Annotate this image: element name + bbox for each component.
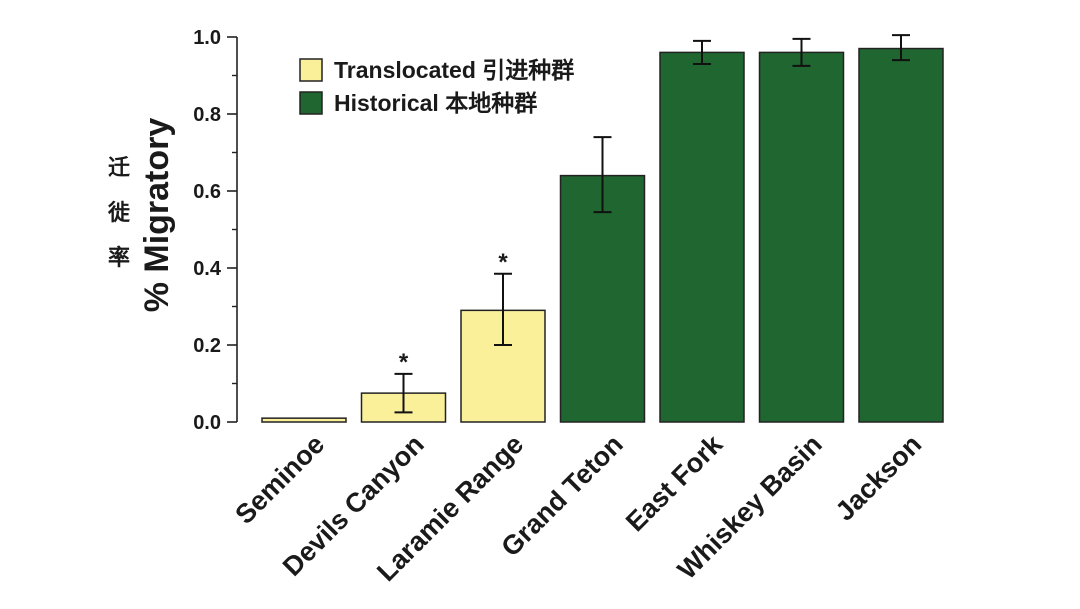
bar-east-fork — [659, 51, 745, 423]
significance-markers: ** — [399, 249, 509, 376]
error-bars — [394, 34, 910, 414]
error-bar-east-fork — [693, 39, 711, 65]
error-bar-whiskey-basin — [792, 37, 811, 67]
significance-star: * — [498, 249, 508, 276]
bars — [261, 47, 944, 423]
legend-swatch-translocated — [299, 58, 323, 82]
legend-swatch-historical — [299, 91, 323, 115]
y-tick-label: 0.4 — [193, 258, 222, 280]
error-bar-grand-teton — [593, 136, 612, 214]
x-tick-label: East Fork — [620, 428, 729, 537]
bar-jackson — [858, 47, 944, 423]
error-bar-laramie-range — [494, 272, 512, 346]
y-axis-title-group: % Migratory 迁 徙 率 — [107, 118, 176, 313]
x-tick-label: Jackson — [830, 429, 928, 527]
y-axis: 0.0 0.2 0.4 0.6 0.8 1.0 — [193, 27, 238, 434]
significance-star: * — [399, 349, 409, 376]
y-axis-title-cn-2: 徙 — [107, 200, 130, 226]
y-axis-title-cn-3: 率 — [108, 245, 130, 271]
bar-seminoe — [261, 417, 347, 423]
y-tick-label: 0.8 — [193, 104, 221, 126]
y-axis-title-cn-1: 迁 — [108, 156, 130, 181]
y-tick-label: 1.0 — [193, 27, 221, 49]
error-bar-jackson — [892, 34, 910, 62]
x-tick-label: Seminoe — [229, 429, 330, 530]
y-tick-label: 0.6 — [193, 181, 221, 203]
legend: Translocated 引进种群 Historical 本地种群 — [299, 57, 574, 116]
y-tick-label: 0.0 — [193, 412, 221, 434]
legend-label-historical: Historical 本地种群 — [334, 90, 537, 116]
legend-label-translocated: Translocated 引进种群 — [334, 57, 574, 83]
bar-whiskey-basin — [758, 51, 845, 423]
y-axis-title: % Migratory — [138, 118, 176, 313]
y-tick-label: 0.2 — [193, 335, 221, 357]
error-bar-devils-canyon — [394, 372, 413, 414]
